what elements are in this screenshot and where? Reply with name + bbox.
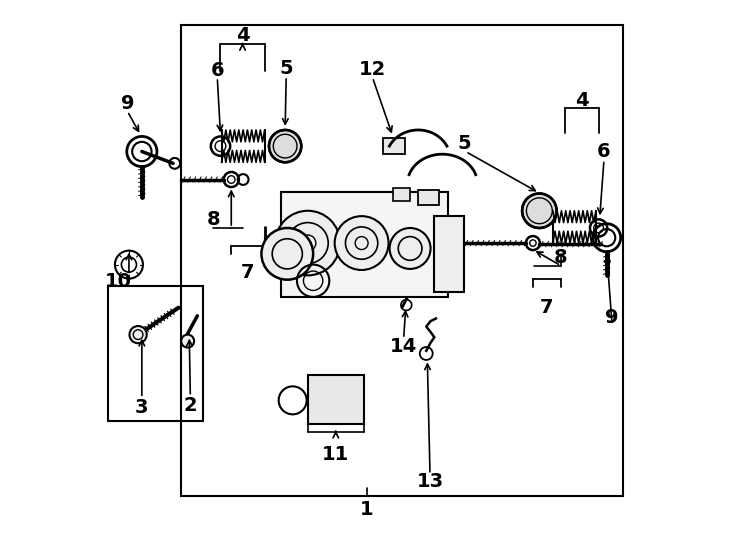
Bar <box>308 375 364 423</box>
Text: 5: 5 <box>280 59 293 78</box>
Text: 5: 5 <box>457 134 470 153</box>
Bar <box>109 286 203 421</box>
Text: 4: 4 <box>575 91 589 110</box>
Bar <box>383 138 404 154</box>
Text: 9: 9 <box>120 93 134 112</box>
Text: 14: 14 <box>390 337 417 356</box>
Text: 7: 7 <box>540 298 553 317</box>
Circle shape <box>335 216 388 270</box>
Circle shape <box>129 326 147 343</box>
Bar <box>181 25 623 496</box>
Text: 10: 10 <box>105 272 131 292</box>
Text: 3: 3 <box>135 398 148 417</box>
Circle shape <box>275 211 340 275</box>
Bar <box>281 192 448 297</box>
Bar <box>393 188 410 201</box>
Text: 1: 1 <box>360 500 374 519</box>
Text: 4: 4 <box>236 26 250 45</box>
Text: 12: 12 <box>359 60 386 79</box>
Text: 6: 6 <box>597 142 611 161</box>
Text: 7: 7 <box>241 263 255 282</box>
Circle shape <box>269 130 301 163</box>
Text: 2: 2 <box>184 396 197 415</box>
Circle shape <box>181 335 194 348</box>
Bar <box>435 216 464 292</box>
Text: 9: 9 <box>606 308 619 327</box>
Circle shape <box>261 228 313 280</box>
Circle shape <box>390 228 431 269</box>
Text: 11: 11 <box>322 445 349 464</box>
Text: 8: 8 <box>207 211 220 229</box>
Circle shape <box>522 193 556 228</box>
Text: 8: 8 <box>554 247 567 267</box>
Bar <box>418 190 439 205</box>
Text: 6: 6 <box>211 61 224 80</box>
Text: 13: 13 <box>416 471 443 491</box>
